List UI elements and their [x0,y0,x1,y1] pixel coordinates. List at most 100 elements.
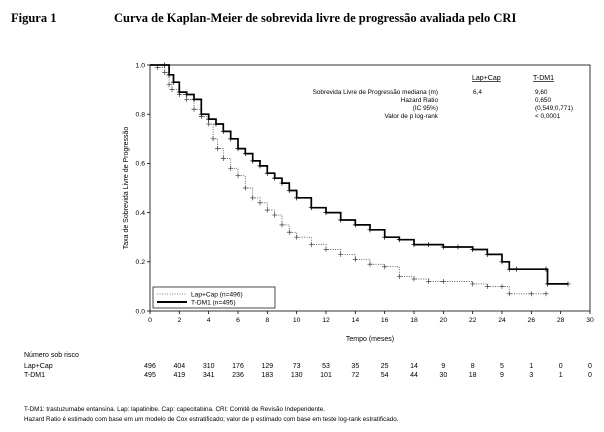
stats-col-header-tdm1: T-DM1 [533,75,554,82]
stats-row-value-tdm1: < 0,0001 [535,113,560,120]
censor-mark [228,136,234,142]
risk-value: 101 [320,372,332,379]
x-tick-label: 22 [469,317,477,324]
stats-row-label: Sobrevida Livre de Progressão mediana (m… [313,89,438,96]
censor-mark [308,242,314,248]
censor-mark [184,92,190,98]
censor-mark [565,281,571,287]
risk-value: 495 [144,372,156,379]
y-axis-label: Taxa de Sobrevida Livre de Progressão [123,127,130,250]
risk-value: 310 [202,363,215,370]
censor-mark [242,151,248,157]
y-axis: 0.0 0.2 0.4 0.6 0.8 1.0 [136,62,150,315]
censor-mark [506,291,512,297]
figure-title: Curva de Kaplan-Meier de sobrevida livre… [114,11,517,25]
x-tick-label: 2 [177,317,181,324]
censor-mark [470,247,476,252]
censor-mark [382,234,388,240]
censor-mark [210,136,216,142]
censor-mark [294,195,300,201]
risk-value: 419 [173,372,186,379]
risk-value: 9 [500,372,504,379]
km-chart: 0.00.20.40.60.81.0 0 2 4 6 8 10 12 14 16 18 20 22 24… [123,62,594,343]
risk-value: 176 [232,363,244,370]
y-tick-label: 0.8 [136,112,146,119]
risk-value: 8 [470,363,475,370]
risk-row-label: T-DM1 [24,372,45,379]
x-tick-label: 14 [352,317,360,324]
risk-value: 73 [292,363,301,370]
x-tick-label: 8 [265,317,269,324]
stats-box: Lap+Cap T-DM1 Sobrevida Livre de Progres… [313,75,573,120]
censor-mark [440,278,446,284]
censor-mark [272,175,278,181]
risk-value: 54 [380,372,389,379]
censor-mark [426,242,432,248]
footnote-abbreviations: T-DM1: trastuzumabe entansina. Lap: lapa… [24,406,326,413]
censor-mark [352,256,358,262]
censor-mark [169,87,175,93]
censor-mark [382,264,388,270]
censor-mark [411,276,417,282]
censor-mark [220,155,226,161]
censor-mark [367,227,373,233]
risk-row-lapcap: Lap+Cap 496 404 310 176 129 73 53 35 25 14 9 8 5 1 0 0 [24,363,592,370]
censor-mark [272,212,278,218]
stats-row-label: (IC 95%) [413,105,438,112]
stats-row-label: Hazard Ratio [401,97,439,104]
censor-mark [184,96,190,102]
stats-row-value-tdm1: 0,650 [535,97,551,104]
censor-mark [220,128,226,134]
censor-mark [242,185,248,191]
risk-value: 3 [529,372,534,379]
censor-mark [198,111,204,117]
censor-mark [338,251,344,257]
censor-mark [338,217,344,223]
x-tick-label: 6 [236,317,240,324]
risk-value: 1 [529,363,534,370]
censor-mark [499,259,505,265]
risk-value: 0 [558,363,563,370]
risk-value: 18 [468,372,477,379]
figure-label: Figura 1 [11,11,57,25]
censor-mark [206,121,212,127]
risk-value: 404 [173,363,186,370]
x-tick-label: 16 [381,317,389,324]
risk-value: 129 [261,363,274,370]
censor-mark [214,146,220,152]
censor-mark [257,200,263,206]
x-tick-label: 26 [528,317,536,324]
censor-mark [166,72,172,78]
censor-mark [235,173,241,179]
legend-label-lapcap: Lap+Cap (n=496) [191,292,243,299]
x-tick-label: 4 [207,317,211,324]
censor-mark [323,210,329,216]
censor-mark [470,281,476,287]
risk-value: 0 [588,372,592,379]
x-tick-label: 30 [586,317,594,324]
censor-mark [162,62,168,68]
censor-mark [506,266,512,272]
stats-row-label: Valor de p log-rank [384,113,438,120]
censor-mark [528,291,534,297]
series-line-tdm1 [150,64,568,285]
censor-mark [176,89,182,95]
stats-col-header-lapcap: Lap+Cap [472,75,501,82]
censor-mark [426,278,432,284]
x-tick-label: 20 [440,317,448,324]
x-tick-label: 24 [498,317,506,324]
x-tick-label: 18 [410,317,418,324]
footnote-hazard-ratio: Hazard Ratio é estimado com base em um m… [24,416,399,423]
series-line-lapcap [150,64,546,295]
risk-value: 25 [380,363,389,370]
censor-mark [250,195,256,201]
risk-value: 30 [439,372,448,379]
risk-value: 0 [588,363,592,370]
legend-label-tdm1: T-DM1 (n=495) [191,300,236,307]
risk-value: 130 [290,372,303,379]
stats-row-value-tdm1: (0,549;0,771) [535,105,573,112]
censor-mark [286,229,292,235]
x-axis: 0 2 4 6 8 10 12 14 16 18 20 22 24 26 28 30 [148,311,594,324]
censor-mark [411,242,417,248]
censor-mark [455,244,461,250]
